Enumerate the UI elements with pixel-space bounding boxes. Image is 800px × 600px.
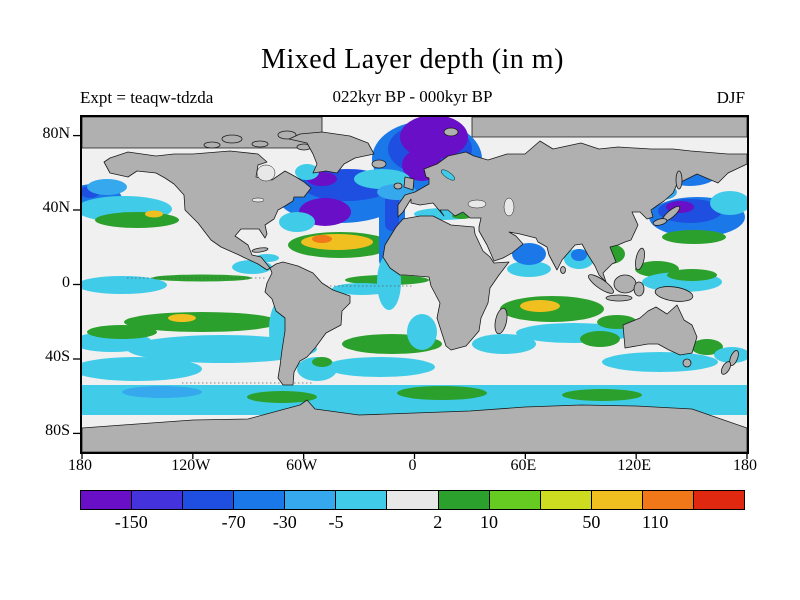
continents [82, 117, 747, 452]
tasmania-island [682, 358, 692, 368]
sakhalin-island [675, 170, 683, 190]
y-tick-label: 80N [42, 124, 70, 142]
colorbar-segment [233, 491, 285, 509]
svalbard [443, 127, 459, 137]
java-island [605, 294, 633, 302]
new-zealand-south [720, 361, 732, 375]
africa-landmass [382, 215, 510, 351]
chart-title: Mixed Layer depth (in m) [261, 44, 564, 75]
arctic-land-east [471, 117, 747, 138]
sulawesi-island [633, 281, 645, 297]
colorbar-tick-label: -30 [272, 512, 297, 532]
y-axis-labels: 80N 40N 0 40S 80S [0, 115, 70, 450]
y-tick-label: 0 [62, 273, 70, 291]
new-zealand-north [729, 350, 739, 366]
antarctica-landmass [82, 399, 747, 452]
colorbar-tick-label: 10 [479, 512, 498, 532]
britain-island [403, 176, 415, 191]
map-content [82, 117, 747, 452]
great-lakes [251, 197, 265, 203]
colorbar-tick-labels: -150 -70 -30 -5 2 10 50 110 [80, 512, 745, 536]
greenland-landmass [288, 131, 375, 174]
colorbar-tick-label: -150 [114, 512, 148, 532]
season-label: DJF [716, 88, 745, 107]
south-america-landmass [264, 261, 351, 386]
map-frame [73, 115, 749, 459]
contour-label-speckles [127, 277, 412, 384]
madagascar-island [494, 307, 508, 335]
colorbar-segment [539, 491, 591, 509]
anomaly-field [82, 117, 747, 415]
colorbar-segment [386, 491, 438, 509]
north-america-landmass [103, 150, 312, 271]
colorbar [80, 490, 745, 510]
inland-seas [251, 164, 515, 217]
x-tick-label: 120E [617, 457, 652, 474]
sri-lanka-island [560, 266, 566, 274]
x-tick-label: 120W [171, 457, 211, 474]
borneo-island [613, 274, 637, 294]
x-tick-label: 60W [286, 457, 318, 474]
colorbar-tick-label: 110 [642, 512, 669, 532]
y-tick-label: 40N [42, 199, 70, 217]
caspian-sea [503, 197, 515, 217]
sumatra-island [588, 274, 614, 294]
hudson-bay [256, 164, 276, 182]
x-tick-label: 60E [510, 457, 537, 474]
colorbar-segment [437, 491, 489, 509]
colorbar-tick-label: -70 [221, 512, 246, 532]
colorbar-tick-label: -5 [328, 512, 344, 532]
colorbar-segment [590, 491, 642, 509]
colorbar-segment [182, 491, 234, 509]
period-label: 022kyr BP - 000kyr BP [332, 87, 493, 106]
new-guinea-island [654, 286, 694, 302]
x-tick-label: 0 [408, 457, 417, 474]
y-tick-label: 80S [45, 422, 70, 440]
baltic-sea [440, 169, 456, 181]
y-tick-label: 40S [45, 347, 70, 365]
colorbar-segment [692, 491, 745, 509]
black-sea [467, 199, 487, 209]
x-axis-labels: 180 120W 60W 0 60E 120E 180 [68, 457, 757, 479]
eurasia-landmass [397, 140, 747, 283]
colorbar-segment [81, 491, 132, 509]
colorbar-segment [641, 491, 693, 509]
cuba-island [251, 247, 269, 253]
colorbar-segment [335, 491, 387, 509]
axis-tick-marks [73, 134, 748, 459]
colorbar-segment [131, 491, 183, 509]
philippines-islands [635, 247, 645, 271]
australia-landmass [622, 304, 698, 356]
experiment-label: Expt = teaqw-tdzda [80, 88, 214, 107]
world-map [73, 117, 748, 459]
x-tick-label: 180 [68, 457, 92, 474]
colorbar-segment [488, 491, 540, 509]
colorbar-tick-label: 50 [582, 512, 601, 532]
x-tick-label: 180 [733, 457, 757, 474]
colorbar-segment [284, 491, 336, 509]
iceland-island [371, 159, 387, 169]
colorbar-tick-label: 2 [433, 512, 443, 532]
ireland-island [393, 182, 403, 190]
